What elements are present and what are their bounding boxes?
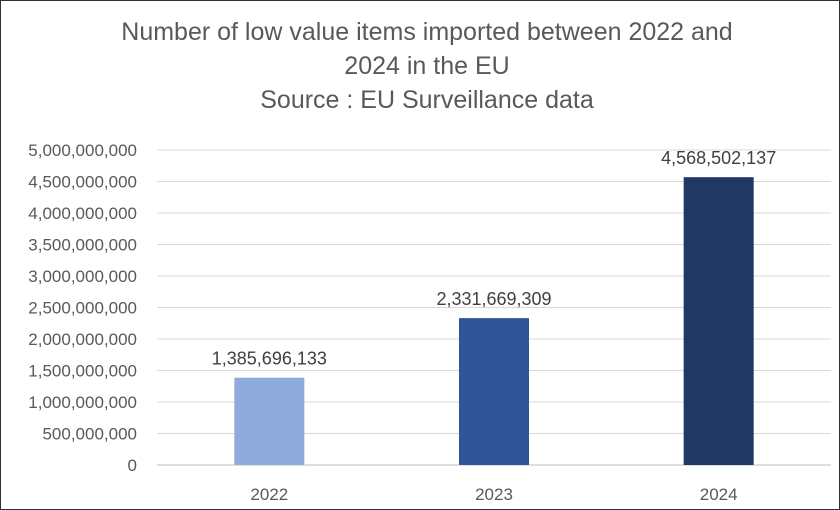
- y-tick-label: 1,500,000,000: [28, 362, 137, 381]
- y-tick-label: 3,000,000,000: [28, 267, 137, 286]
- bar-2023: [459, 318, 529, 465]
- y-tick-label: 0: [128, 456, 137, 475]
- x-axis-tick-labels: 2022 2023 2024: [250, 485, 737, 504]
- y-tick-label: 2,500,000,000: [28, 299, 137, 318]
- chart-subtitle-source: Source : EU Surveillance data: [260, 86, 594, 114]
- chart-title-line-2: 2024 in the EU: [344, 52, 509, 80]
- x-tick-label-2024: 2024: [700, 485, 738, 504]
- y-tick-label: 500,000,000: [42, 425, 137, 444]
- y-tick-label: 4,500,000,000: [28, 173, 137, 192]
- y-tick-label: 1,000,000,000: [28, 393, 137, 412]
- data-label-2024: 4,568,502,137: [661, 148, 776, 168]
- y-tick-label: 4,000,000,000: [28, 204, 137, 223]
- x-tick-label-2023: 2023: [475, 485, 513, 504]
- chart-title: Number of low value items imported betwe…: [121, 18, 732, 114]
- y-tick-label: 3,500,000,000: [28, 236, 137, 255]
- chart-title-line-1: Number of low value items imported betwe…: [121, 18, 732, 46]
- y-axis-tick-labels: 0 500,000,000 1,000,000,000 1,500,000,000 2,…: [28, 141, 137, 475]
- data-labels: 1,385,696,133 2,331,669,309 4,568,502,137: [212, 148, 776, 369]
- bar-2022: [234, 377, 305, 465]
- data-label-2023: 2,331,669,309: [436, 289, 551, 309]
- bar-2024: [683, 177, 754, 465]
- y-tick-label: 2,000,000,000: [28, 330, 137, 349]
- data-label-2022: 1,385,696,133: [212, 349, 327, 369]
- bars: [234, 177, 754, 465]
- x-tick-label-2022: 2022: [250, 485, 288, 504]
- y-tick-label: 5,000,000,000: [28, 141, 137, 160]
